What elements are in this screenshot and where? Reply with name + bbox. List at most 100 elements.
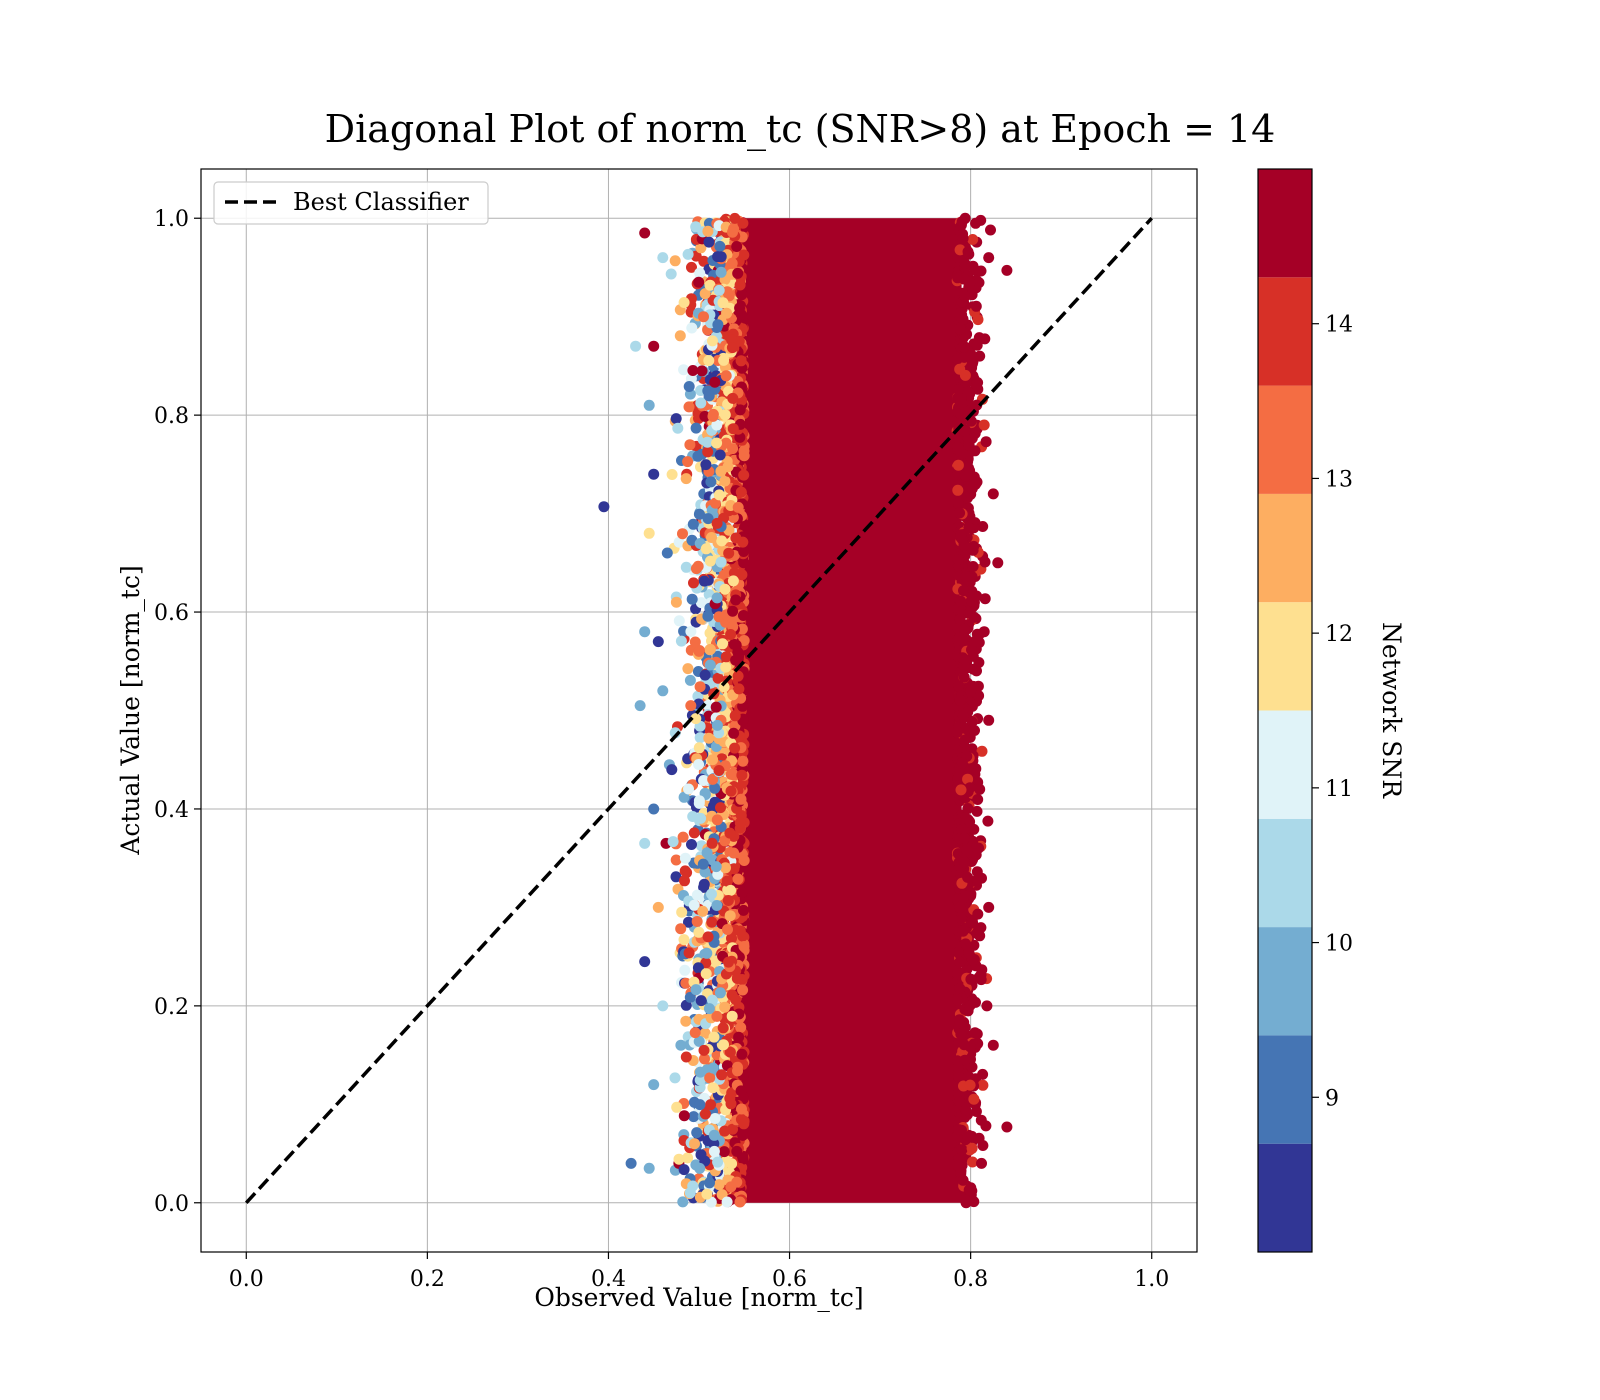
- scatter-point: [955, 595, 967, 607]
- scatter-point: [643, 527, 655, 539]
- scatter-point: [712, 672, 724, 684]
- x-tick-label: 1.0: [1134, 1267, 1169, 1292]
- colorbar-segment: [1258, 818, 1312, 928]
- scatter-point: [963, 1071, 975, 1083]
- scatter-point: [713, 284, 725, 296]
- plot-frame: [200, 168, 1198, 1253]
- scatter-point: [699, 669, 711, 681]
- scatter-point: [957, 1174, 969, 1186]
- scatter-point: [714, 240, 726, 252]
- scatter-point: [975, 974, 987, 986]
- scatter-point: [687, 1180, 699, 1192]
- scatter-point: [959, 369, 971, 381]
- scatter-point: [709, 497, 721, 509]
- scatter-point: [952, 1160, 964, 1172]
- scatter-point: [738, 941, 750, 952]
- scatter-point: [972, 794, 984, 805]
- scatter-point: [695, 1149, 707, 1161]
- scatter-point: [738, 635, 750, 646]
- scatter-point: [661, 547, 673, 559]
- scatter-point: [726, 342, 738, 354]
- scatter-point: [696, 365, 708, 377]
- scatter-point: [680, 473, 692, 485]
- scatter-point: [972, 314, 984, 326]
- scatter-point: [958, 856, 970, 868]
- scatter-point: [705, 1196, 717, 1208]
- scatter-point: [957, 925, 969, 937]
- scatter-point: [704, 659, 716, 671]
- scatter-point: [733, 1031, 745, 1043]
- scatter-point: [972, 908, 984, 920]
- scatter-point: [711, 719, 723, 731]
- scatter-point: [688, 577, 699, 589]
- scatter-point: [669, 1072, 681, 1084]
- scatter-point: [980, 1120, 992, 1132]
- scatter-point: [735, 1022, 747, 1033]
- scatter-point: [701, 436, 713, 448]
- scatter-point: [987, 488, 999, 500]
- colorbar-segment: [1258, 385, 1312, 494]
- scatter-point: [959, 258, 971, 270]
- scatter-point: [709, 376, 721, 388]
- scatter-point: [648, 1079, 660, 1091]
- scatter-point: [699, 1108, 711, 1120]
- scatter-point: [952, 1061, 964, 1073]
- scatter-point: [697, 905, 709, 917]
- scatter-point: [954, 323, 966, 335]
- scatter-point: [711, 592, 723, 604]
- scatter-point: [736, 623, 748, 635]
- colorbar: [1258, 169, 1312, 1252]
- colorbar-segment: [1258, 710, 1312, 819]
- scatter-point: [727, 443, 739, 455]
- scatter-point: [956, 914, 968, 925]
- scatter-point: [639, 626, 651, 638]
- colorbar-tick-label: 10: [1325, 932, 1353, 957]
- scatter-point: [711, 1010, 723, 1022]
- scatter-point: [704, 1072, 716, 1084]
- scatter-point: [727, 613, 739, 625]
- colorbar-segment: [1258, 1035, 1312, 1144]
- scatter-point: [963, 1184, 975, 1196]
- scatter-point: [953, 1071, 965, 1083]
- scatter-point: [686, 839, 697, 850]
- scatter-point: [692, 450, 704, 462]
- scatter-point: [730, 594, 742, 606]
- scatter-point: [968, 1093, 980, 1105]
- scatter-point: [694, 1066, 706, 1078]
- scatter-point: [736, 887, 748, 898]
- scatter-point: [738, 546, 750, 557]
- scatter-point: [702, 610, 714, 622]
- scatter-point: [667, 836, 679, 848]
- scatter-point: [693, 797, 705, 809]
- scatter-point: [734, 302, 746, 314]
- scatter-point: [703, 732, 715, 744]
- scatter-point: [722, 924, 733, 935]
- scatter-point: [707, 1062, 719, 1074]
- scatter-point: [711, 900, 723, 911]
- scatter-point: [693, 926, 705, 938]
- scatter-point: [734, 817, 746, 829]
- scatter-point: [685, 626, 697, 637]
- scatter-point: [726, 1010, 738, 1022]
- scatter-point: [727, 392, 739, 404]
- scatter-point: [972, 383, 984, 395]
- scatter-point: [719, 475, 731, 487]
- scatter-point: [680, 1015, 692, 1027]
- scatter-point: [965, 351, 977, 363]
- scatter-point: [971, 339, 983, 351]
- scatter-point: [727, 423, 739, 435]
- scatter-point: [963, 607, 975, 619]
- scatter-point: [723, 956, 734, 968]
- scatter-point: [992, 557, 1004, 569]
- scatter-point: [708, 1031, 720, 1043]
- scatter-point: [956, 1144, 968, 1156]
- scatter-point: [652, 901, 664, 913]
- colorbar-tick-label: 9: [1325, 1086, 1339, 1111]
- scatter-point: [694, 732, 706, 744]
- scatter-point: [684, 439, 696, 451]
- scatter-point: [713, 1179, 725, 1191]
- scatter-point: [727, 226, 738, 238]
- scatter-point: [630, 340, 642, 352]
- scatter-point: [719, 583, 731, 595]
- scatter-point: [732, 873, 744, 885]
